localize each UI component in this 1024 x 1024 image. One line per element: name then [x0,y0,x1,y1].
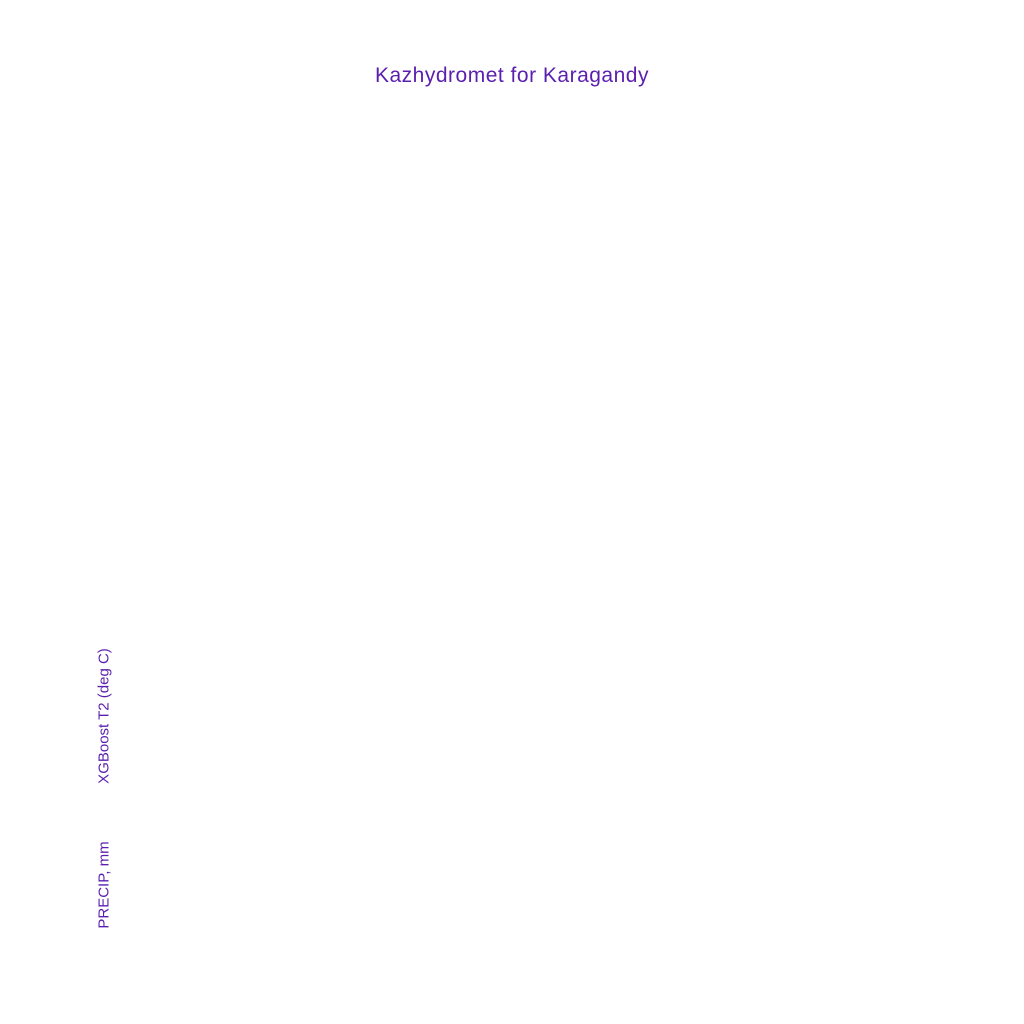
page-title: Kazhydromet for Karagandy [375,64,649,87]
